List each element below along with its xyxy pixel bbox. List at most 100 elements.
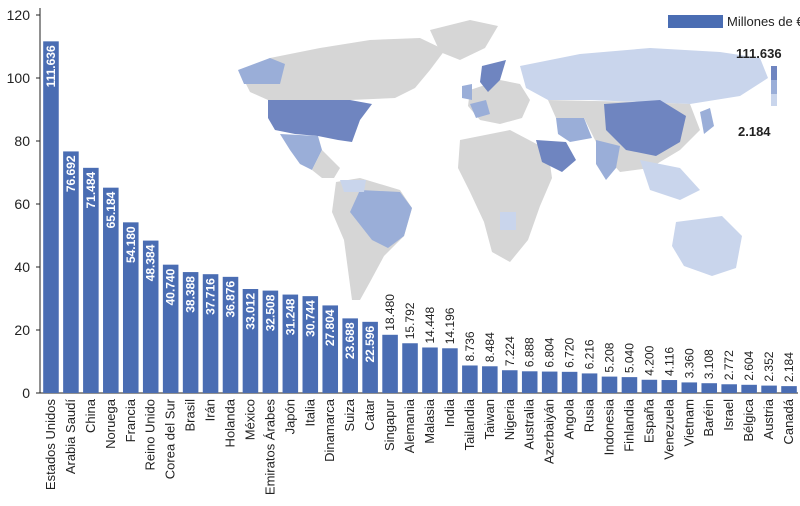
map-greenland xyxy=(430,20,498,60)
map-africa xyxy=(458,130,552,262)
category-label: Baréin xyxy=(701,399,716,437)
bar xyxy=(182,272,199,393)
bar xyxy=(561,371,578,393)
bar xyxy=(581,373,598,393)
category-label: Japón xyxy=(282,399,297,434)
category-label: Vietnam xyxy=(681,399,696,446)
y-tick-label: 40 xyxy=(14,259,30,275)
color-scale-bar-top xyxy=(771,66,777,80)
map-usa xyxy=(268,100,372,142)
bar xyxy=(122,222,139,393)
category-label: Singapur xyxy=(382,398,397,451)
bar xyxy=(701,383,718,393)
y-axis-ticks: 0 20 40 60 80 100 120 xyxy=(7,7,40,401)
bar xyxy=(761,385,777,393)
category-label: México xyxy=(242,399,257,440)
bar xyxy=(721,384,737,393)
bar xyxy=(601,376,618,393)
value-label: 48.384 xyxy=(144,244,158,281)
category-label: Venezuela xyxy=(661,398,676,459)
value-label: 6.720 xyxy=(563,337,577,367)
category-label: Bélgica xyxy=(741,398,756,441)
y-tick-label: 120 xyxy=(7,7,31,23)
category-label: Alemania xyxy=(402,398,417,453)
value-label: 3.360 xyxy=(682,348,696,378)
map-india xyxy=(596,140,620,180)
value-label: 6.216 xyxy=(583,339,597,369)
value-label: 71.484 xyxy=(84,171,98,208)
bar xyxy=(83,167,99,393)
category-label: India xyxy=(442,398,457,427)
map-uk xyxy=(462,84,472,100)
map-japan xyxy=(700,108,714,134)
category-label: China xyxy=(83,398,98,433)
value-label: 22.596 xyxy=(363,325,377,362)
value-label: 6.804 xyxy=(543,337,557,367)
category-label: Brasil xyxy=(183,399,198,432)
value-label: 37.716 xyxy=(204,278,218,315)
bar xyxy=(402,343,418,393)
category-label: Reino Unido xyxy=(143,399,158,471)
value-label: 5.208 xyxy=(603,342,617,372)
map-china xyxy=(604,100,686,156)
bar xyxy=(162,264,179,393)
bar xyxy=(322,305,339,393)
bar xyxy=(641,379,658,393)
map-iran xyxy=(556,118,592,142)
bar xyxy=(501,370,518,393)
category-label: Malasia xyxy=(422,398,437,444)
bar xyxy=(43,41,59,394)
category-label: Austria xyxy=(761,398,776,439)
category-label: Suiza xyxy=(342,398,357,431)
bar xyxy=(382,334,398,393)
category-label: Nigeria xyxy=(502,398,517,440)
category-label: Azerbaiyán xyxy=(542,399,557,464)
value-label: 31.248 xyxy=(283,298,297,335)
bar xyxy=(482,366,498,393)
category-label: Holanda xyxy=(223,398,238,447)
value-label: 54.180 xyxy=(124,226,138,263)
value-label: 6.888 xyxy=(523,337,537,367)
category-label: Irán xyxy=(203,399,218,421)
value-label: 111.636 xyxy=(44,45,58,87)
map-norway xyxy=(480,60,506,92)
map-france xyxy=(470,100,490,118)
bar xyxy=(621,377,638,393)
category-label: Noruega xyxy=(103,398,118,449)
value-label: 4.116 xyxy=(662,347,676,376)
y-tick-label: 80 xyxy=(14,133,30,149)
category-label: Dinamarca xyxy=(322,398,337,462)
category-label: Emiratos Árabes xyxy=(262,399,277,496)
y-tick-label: 0 xyxy=(22,385,30,401)
category-label: Indonesia xyxy=(602,398,617,455)
bar xyxy=(661,380,678,393)
value-label: 30.744 xyxy=(303,300,317,337)
category-label: España xyxy=(641,398,656,443)
value-label: 14.448 xyxy=(423,306,437,343)
bar xyxy=(282,294,299,393)
value-label: 2.604 xyxy=(742,350,756,380)
value-label: 3.108 xyxy=(702,349,716,379)
value-label: 8.484 xyxy=(483,332,497,362)
bar xyxy=(103,187,119,393)
category-label: Finlandia xyxy=(621,398,636,452)
bar xyxy=(302,296,319,393)
legend-label: Millones de € xyxy=(727,14,800,29)
value-label: 76.692 xyxy=(64,155,78,192)
value-label: 36.876 xyxy=(224,281,238,318)
value-label: 5.040 xyxy=(622,343,636,373)
value-labels: 111.636 76.692 71.484 65.184 54.180 48.384 40.… xyxy=(44,45,796,382)
category-label: Arabia Saudí xyxy=(63,399,78,475)
value-label: 38.388 xyxy=(184,276,198,313)
category-label: Catar xyxy=(362,398,377,430)
map-australia xyxy=(672,216,742,276)
color-scale-min-label: 2.184 xyxy=(738,124,771,139)
legend-swatch xyxy=(668,15,723,28)
world-map xyxy=(238,20,768,300)
bar xyxy=(442,348,458,393)
value-label: 65.184 xyxy=(104,191,118,228)
map-russia xyxy=(520,48,768,104)
value-label: 32.508 xyxy=(263,294,277,331)
color-scale-max-label: 111.636 xyxy=(736,46,782,61)
bar xyxy=(222,276,239,393)
